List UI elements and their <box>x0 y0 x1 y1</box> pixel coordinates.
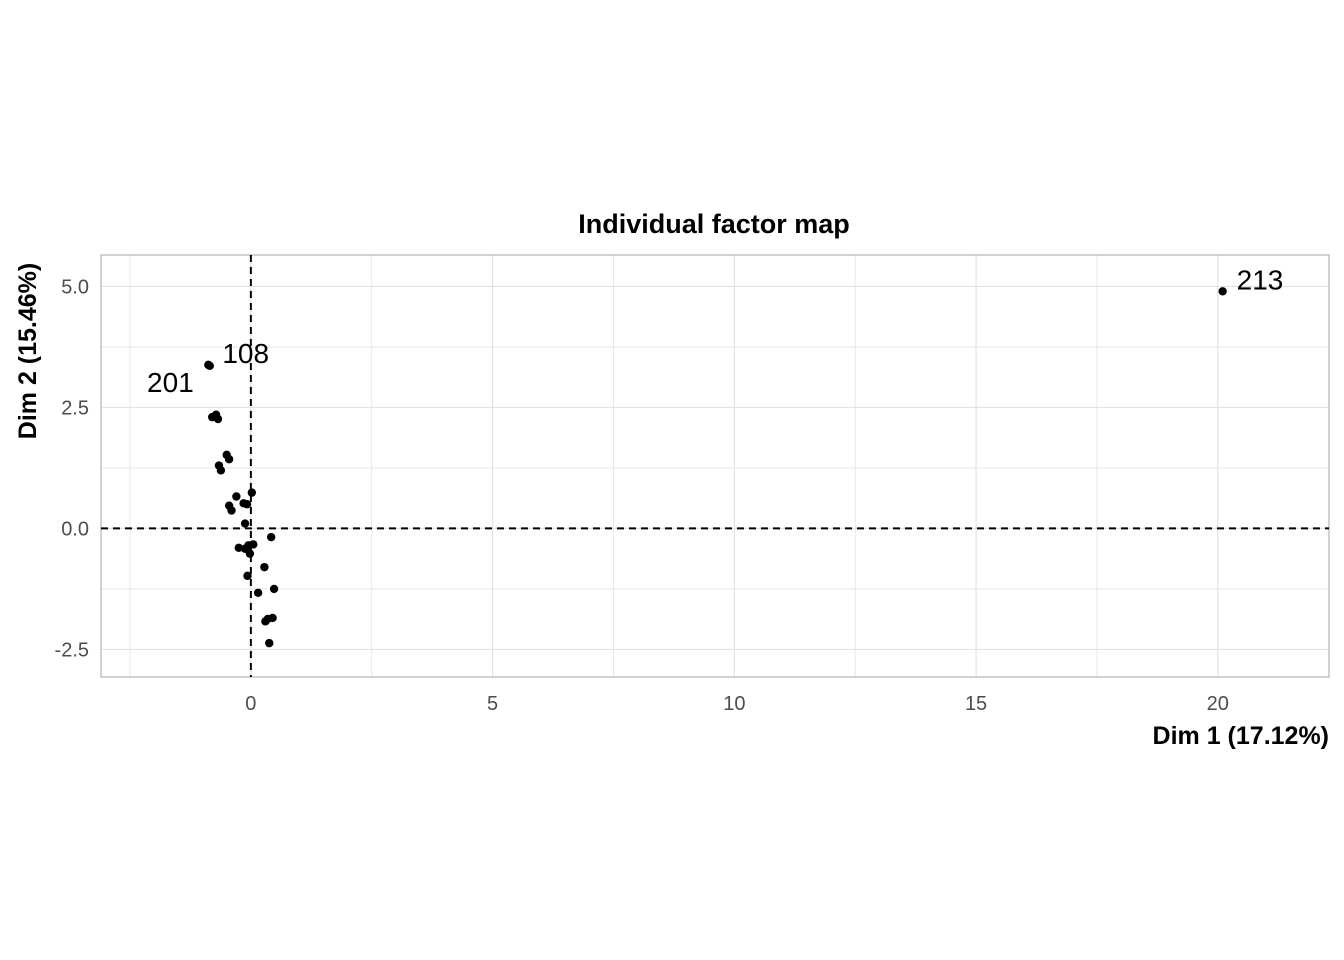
y-axis-title: Dim 2 (15.46%) <box>14 263 42 439</box>
data-point <box>245 549 255 558</box>
data-points: 213 108 201 <box>147 264 1284 648</box>
data-point <box>1218 287 1227 296</box>
data-point <box>205 361 214 371</box>
chart-title: Individual factor map <box>578 209 850 239</box>
data-point <box>243 571 252 581</box>
data-point <box>265 638 274 648</box>
data-point <box>260 562 269 572</box>
data-point <box>227 506 236 515</box>
data-point <box>268 613 277 623</box>
x-tick-label: 10 <box>723 693 745 715</box>
point-label: 213 <box>1237 264 1284 295</box>
y-tick-label: -2.5 <box>55 639 89 661</box>
point-label: 201 <box>147 367 194 398</box>
y-tick-label: 5.0 <box>61 276 89 298</box>
x-tick-label: 0 <box>245 693 256 715</box>
y-tick-label: 2.5 <box>61 397 89 419</box>
x-tick-label: 15 <box>965 693 987 715</box>
data-point <box>232 492 241 501</box>
tick-labels: 0 5 10 15 20 -2.5 0.0 2.5 5.0 <box>55 276 1229 715</box>
data-point <box>249 540 258 549</box>
data-point <box>253 588 263 597</box>
point-label: 108 <box>222 338 269 369</box>
x-tick-label: 20 <box>1207 693 1229 715</box>
data-point <box>247 488 257 497</box>
data-point <box>213 414 223 424</box>
x-axis-title: Dim 1 (17.12%) <box>1153 722 1329 750</box>
plot-panel-border <box>100 254 1330 678</box>
data-point <box>234 543 243 552</box>
data-point <box>224 455 234 464</box>
data-point <box>216 466 226 475</box>
grid <box>101 255 1329 677</box>
reference-lines <box>101 255 1329 677</box>
data-point <box>266 532 276 542</box>
data-point <box>240 519 250 528</box>
data-point <box>242 500 252 509</box>
data-point <box>261 617 270 626</box>
x-tick-label: 5 <box>487 693 498 715</box>
y-tick-label: 0.0 <box>61 518 89 540</box>
data-point <box>269 584 279 594</box>
